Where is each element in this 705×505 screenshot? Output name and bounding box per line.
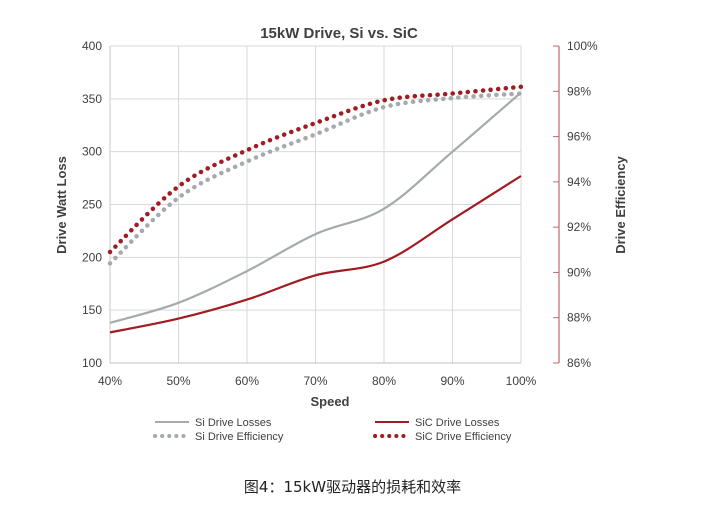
y-axis-right-label: Drive Efficiency [613,155,628,253]
y-left-tick-label: 150 [82,303,102,317]
chart-title: 15kW Drive, Si vs. SiC [260,25,418,42]
y-right-tick-label: 98% [567,84,591,98]
figure-caption: 图4：15kW驱动器的损耗和效率 [243,478,462,496]
y-left-tick-label: 100 [82,356,102,370]
x-tick-label: 90% [440,374,464,388]
y-right-tick-label: 88% [567,311,591,325]
y-left-tick-label: 200 [82,250,102,264]
y-right-tick-label: 90% [567,265,591,279]
series-line-sic-drive-efficiency [107,84,524,255]
x-tick-label: 100% [506,374,537,388]
y-left-tick-label: 300 [82,145,102,159]
series-line-sic-drive-losses [109,175,522,334]
y-right-tick-label: 86% [567,356,591,370]
x-tick-label: 60% [235,374,259,388]
series-line-si-drive-efficiency [107,91,524,266]
y-left-tick-label: 350 [82,92,102,106]
x-tick-label: 80% [372,374,396,388]
legend-label-sic-drive-efficiency: SiC Drive Efficiency [415,431,512,443]
legend-label-si-drive-efficiency: Si Drive Efficiency [195,431,284,443]
x-tick-label: 40% [98,374,122,388]
y-right-tick-label: 94% [567,175,591,189]
legend-label-si-drive-losses: Si Drive Losses [195,417,272,429]
chart: 15kW Drive, Si vs. SiC 100 150 200 250 300 35… [54,25,628,443]
y-left-tick-label: 250 [82,198,102,212]
axes: 100 150 200 250 300 350 400 86% 88% 90% 92% 94% 96% 9… [82,39,598,388]
legend: Si Drive Losses SiC Drive Losses Si Drive … [153,417,512,443]
y-axis-left-label: Drive Watt Loss [54,156,69,254]
y-right-tick-label: 96% [567,130,591,144]
x-axis-label: Speed [310,394,349,409]
x-tick-label: 70% [303,374,327,388]
series-line-si-drive-losses [109,91,522,324]
y-right-tick-label: 100% [567,39,598,53]
y-left-tick-label: 400 [82,39,102,53]
x-tick-label: 50% [166,374,190,388]
series-group [107,84,524,334]
legend-label-sic-drive-losses: SiC Drive Losses [415,417,500,429]
y-right-tick-label: 92% [567,220,591,234]
